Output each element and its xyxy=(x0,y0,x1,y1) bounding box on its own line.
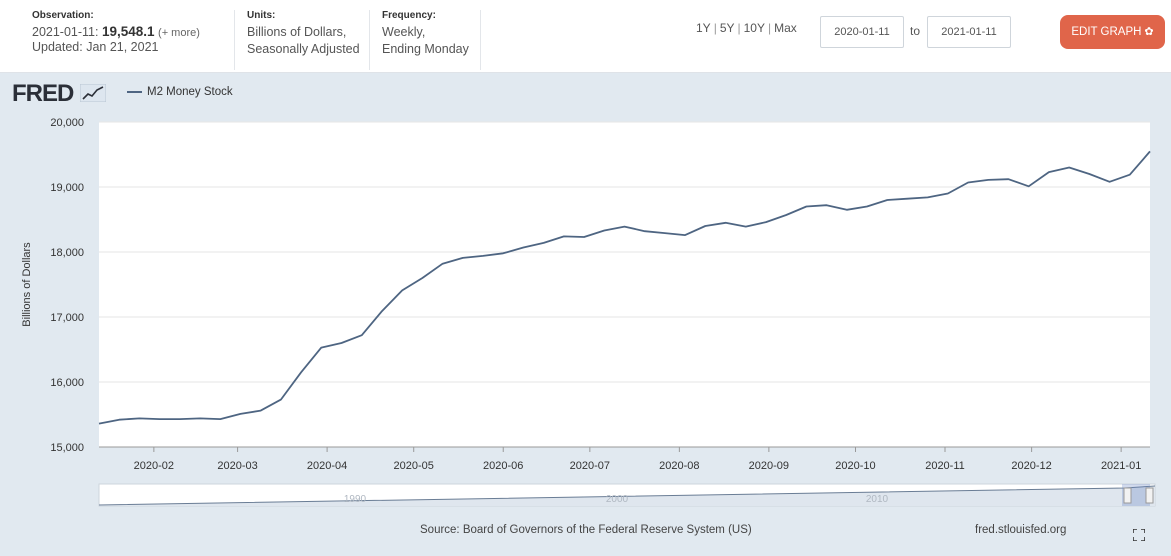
site-link[interactable]: fred.stlouisfed.org xyxy=(975,524,1067,536)
source-text: Source: Board of Governors of the Federa… xyxy=(420,524,752,536)
range-1y-button[interactable]: 1Y xyxy=(696,21,711,35)
units-label: Units: xyxy=(247,10,276,21)
range-selector-label: 2000 xyxy=(606,494,629,505)
observation-value-line: 2021-01-11: 19,548.1 (+ more) xyxy=(32,24,234,39)
range-selector-label: 1990 xyxy=(344,494,367,505)
units-panel: Units: Billions of Dollars, Seasonally A… xyxy=(235,10,370,70)
header-bar: Observation: 2021-01-11: 19,548.1 (+ mor… xyxy=(0,0,1171,73)
x-tick-label: 2020-11 xyxy=(925,460,965,472)
range-10y-button[interactable]: 10Y xyxy=(743,21,765,35)
legend-line-swatch xyxy=(127,91,142,93)
range-5y-button[interactable]: 5Y xyxy=(719,21,735,35)
x-tick-label: 2021-01 xyxy=(1101,460,1141,472)
x-tick-label: 2020-08 xyxy=(659,460,699,472)
frequency-label: Frequency: xyxy=(382,10,436,21)
range-max-button[interactable]: Max xyxy=(774,21,797,35)
observation-more-link[interactable]: (+ more) xyxy=(158,27,200,39)
x-tick-label: 2020-06 xyxy=(483,460,523,472)
fred-logo-graph-icon xyxy=(79,83,107,103)
x-tick-label: 2020-12 xyxy=(1011,460,1051,472)
range-selector-handle[interactable] xyxy=(1123,487,1132,504)
y-tick-label: 20,000 xyxy=(50,117,84,129)
fullscreen-icon[interactable] xyxy=(1133,529,1145,541)
date-from-input[interactable]: 2020-01-11 xyxy=(820,16,904,48)
date-to-label: to xyxy=(910,24,921,38)
chart-legend: M2 Money Stock xyxy=(127,86,233,98)
observation-date: 2021-01-11: xyxy=(32,25,99,39)
gear-icon: ✿ xyxy=(1144,26,1154,38)
y-tick-label: 15,000 xyxy=(50,442,84,454)
x-tick-label: 2020-04 xyxy=(307,460,347,472)
observation-panel: Observation: 2021-01-11: 19,548.1 (+ mor… xyxy=(20,10,235,70)
edit-graph-button[interactable]: EDIT GRAPH ✿ xyxy=(1060,15,1165,49)
y-tick-label: 19,000 xyxy=(50,182,84,194)
y-tick-label: 18,000 xyxy=(50,247,84,259)
units-line1: Billions of Dollars, xyxy=(247,25,347,39)
range-selector-label: 2010 xyxy=(866,494,889,505)
units-line2: Seasonally Adjusted xyxy=(247,42,360,56)
frequency-panel: Frequency: Weekly, Ending Monday xyxy=(370,10,481,70)
fred-logo[interactable]: FRED xyxy=(12,80,107,108)
plot-area xyxy=(99,122,1150,447)
observation-label: Observation: xyxy=(32,10,94,21)
chart: 15,000 16,000 17,000 18,000 19,000 20,000 2020… xyxy=(21,117,1156,507)
y-axis-title: Billions of Dollars xyxy=(21,242,33,327)
frequency-line2: Ending Monday xyxy=(382,42,469,56)
fred-logo-text: FRED xyxy=(12,80,74,107)
x-tick-label: 2020-07 xyxy=(570,460,610,472)
range-buttons: 1Y | 5Y | 10Y | Max xyxy=(696,21,797,35)
date-to-input[interactable]: 2021-01-11 xyxy=(927,16,1011,48)
x-tick-label: 2020-03 xyxy=(217,460,257,472)
x-tick-label: 2020-10 xyxy=(835,460,875,472)
x-tick-label: 2020-02 xyxy=(134,460,174,472)
observation-value: 19,548.1 xyxy=(101,24,155,39)
x-tick-label: 2020-05 xyxy=(394,460,434,472)
updated-date: Updated: Jan 21, 2021 xyxy=(32,40,159,54)
edit-graph-label: EDIT GRAPH xyxy=(1071,26,1142,38)
legend-series-name: M2 Money Stock xyxy=(147,86,233,98)
frequency-line1: Weekly, xyxy=(382,25,426,39)
series-line xyxy=(98,150,1151,425)
y-tick-label: 16,000 xyxy=(50,377,84,389)
x-tick-label: 2020-09 xyxy=(749,460,789,472)
range-selector-handle[interactable] xyxy=(1145,487,1154,504)
y-tick-label: 17,000 xyxy=(50,312,84,324)
